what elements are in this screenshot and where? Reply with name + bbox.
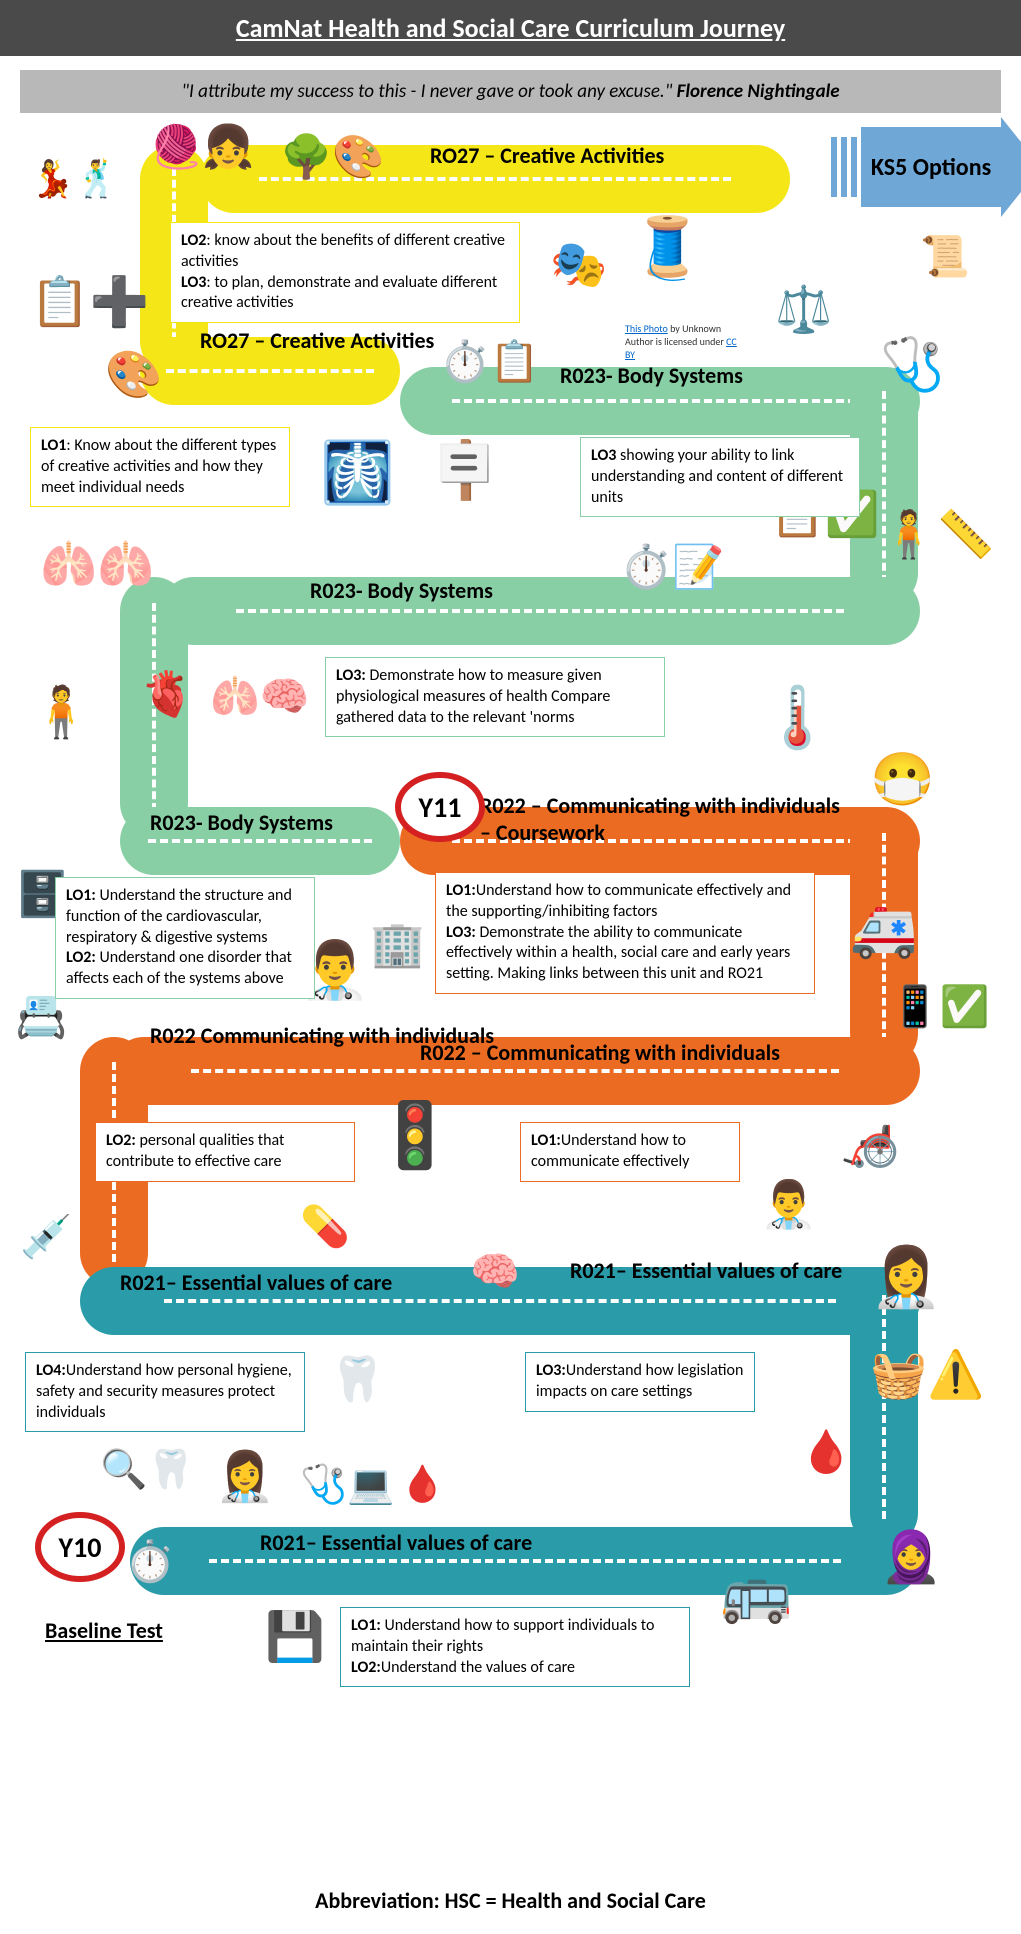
decorative-icon: 👩‍⚕️	[215, 1447, 275, 1506]
ks5-arrow: KS5 Options	[861, 127, 1001, 207]
decorative-icon: 🫀	[140, 667, 195, 721]
road-label: R022 – Communicating with individuals – …	[480, 792, 840, 846]
decorative-icon: 🌡️	[760, 682, 835, 755]
decorative-icon: 🩺💻	[300, 1462, 395, 1508]
decorative-icon: 🧵	[630, 212, 705, 285]
road-label: RO27 – Creative Activities	[430, 142, 664, 169]
learning-outcome-box: LO1:Understand how to communicate effect…	[435, 872, 815, 994]
decorative-icon: ⏱️	[125, 1537, 175, 1586]
road-label: R023- Body Systems	[310, 577, 493, 604]
road-label: R021– Essential values of care	[120, 1269, 392, 1296]
y10-text: Y10	[59, 1530, 102, 1565]
learning-outcome-box: LO1: Understand how to support individua…	[340, 1607, 690, 1687]
learning-outcome-box: LO4:Understand how personal hygiene, saf…	[25, 1352, 305, 1432]
road-label: R021– Essential values of care	[570, 1257, 842, 1284]
decorative-icon: 🩸	[800, 1427, 852, 1478]
page-header: CamNat Health and Social Care Curriculum…	[0, 0, 1021, 56]
decorative-icon: 🧶👧	[150, 122, 255, 173]
decorative-icon: 🌳🎨	[280, 132, 385, 183]
decorative-icon: 🔍🦷	[100, 1447, 195, 1493]
quote-bar: "I attribute my success to this - I neve…	[20, 70, 1001, 113]
learning-outcome-box: LO2: personal qualities that contribute …	[95, 1122, 355, 1182]
quote-author: Florence Nightingale	[677, 80, 840, 103]
decorative-icon: 🧠	[470, 1247, 520, 1296]
decorative-icon: 🎨	[105, 347, 162, 403]
decorative-icon: 🪧	[430, 437, 500, 505]
decorative-icon: 🩺	[880, 332, 945, 396]
decorative-icon: 😷	[870, 747, 935, 811]
decorative-icon: 🧍📏	[880, 507, 995, 563]
decorative-icon: 🏢	[370, 917, 425, 971]
learning-outcome-box: LO1: Know about the different types of c…	[30, 427, 290, 507]
decorative-icon: 🧍	[30, 682, 92, 743]
decorative-icon: 📜	[920, 232, 970, 281]
decorative-icon: 🧕	[880, 1527, 942, 1588]
decorative-icon: 💾	[265, 1607, 325, 1666]
header-title: CamNat Health and Social Care Curriculum…	[236, 12, 785, 44]
quote-text: "I attribute my success to this - I neve…	[181, 80, 672, 103]
photo-credit: This Photo by Unknown Author is licensed…	[625, 322, 745, 361]
decorative-icon: 🩻	[320, 437, 395, 510]
decorative-icon: 💉	[20, 1212, 72, 1263]
decorative-icon: ⏱️📋	[440, 337, 540, 386]
decorative-icon: 🚌	[720, 1557, 792, 1628]
decorative-icon: 📇	[15, 992, 67, 1043]
decorative-icon: 🧺⚠️	[870, 1347, 985, 1403]
baseline-test-label: Baseline Test	[45, 1617, 163, 1644]
y11-badge: Y11	[395, 772, 485, 842]
learning-outcome-box: LO1:Understand how to communicate effect…	[520, 1122, 740, 1182]
decorative-icon: 👩‍⚕️	[870, 1242, 942, 1313]
decorative-icon: 📋➕	[30, 272, 150, 331]
decorative-icon: 🩸	[400, 1462, 445, 1506]
decorative-icon: 🚑	[850, 897, 917, 963]
journey-canvas: KS5 Options Y11 Y10 Baseline Test This P…	[0, 127, 1021, 1867]
y11-text: Y11	[419, 790, 462, 825]
decorative-icon: 🚦	[375, 1097, 455, 1175]
decorative-icon: ⏱️📝	[620, 542, 725, 593]
decorative-icon: 🫁🧠	[210, 672, 310, 721]
learning-outcome-box: LO1: Understand the structure and functi…	[55, 877, 315, 999]
decorative-icon: 📱✅	[890, 982, 990, 1031]
learning-outcome-box: LO2: know about the benefits of differen…	[170, 222, 520, 323]
learning-outcome-box: LO3 showing your ability to link underst…	[580, 437, 860, 517]
decorative-icon: 🫁🫁	[40, 537, 155, 593]
ks5-label: KS5 Options	[861, 127, 1001, 207]
learning-outcome-box: LO3:Understand how legislation impacts o…	[525, 1352, 755, 1412]
decorative-icon: 🦷	[330, 1352, 385, 1406]
road-label: RO27 – Creative Activities	[200, 327, 434, 354]
decorative-icon: 🎭	[550, 237, 607, 293]
abbreviation-footer: Abbreviation: HSC = Health and Social Ca…	[0, 1867, 1021, 1934]
decorative-icon: 👨‍⚕️	[760, 1177, 817, 1233]
decorative-icon: 🦽	[840, 1112, 900, 1171]
y10-badge: Y10	[35, 1512, 125, 1582]
road-segment	[160, 577, 920, 645]
road-label: R023- Body Systems	[150, 809, 333, 836]
decorative-icon: ⚖️	[775, 282, 832, 338]
road-label: R021– Essential values of care	[260, 1529, 532, 1556]
decorative-icon: 💃🕺	[30, 157, 120, 201]
road-label: R022 Communicating with individuals	[150, 1022, 494, 1049]
road-label: R023- Body Systems	[560, 362, 743, 389]
learning-outcome-box: LO3: Demonstrate how to measure given ph…	[325, 657, 665, 737]
decorative-icon: 💊	[300, 1202, 350, 1251]
